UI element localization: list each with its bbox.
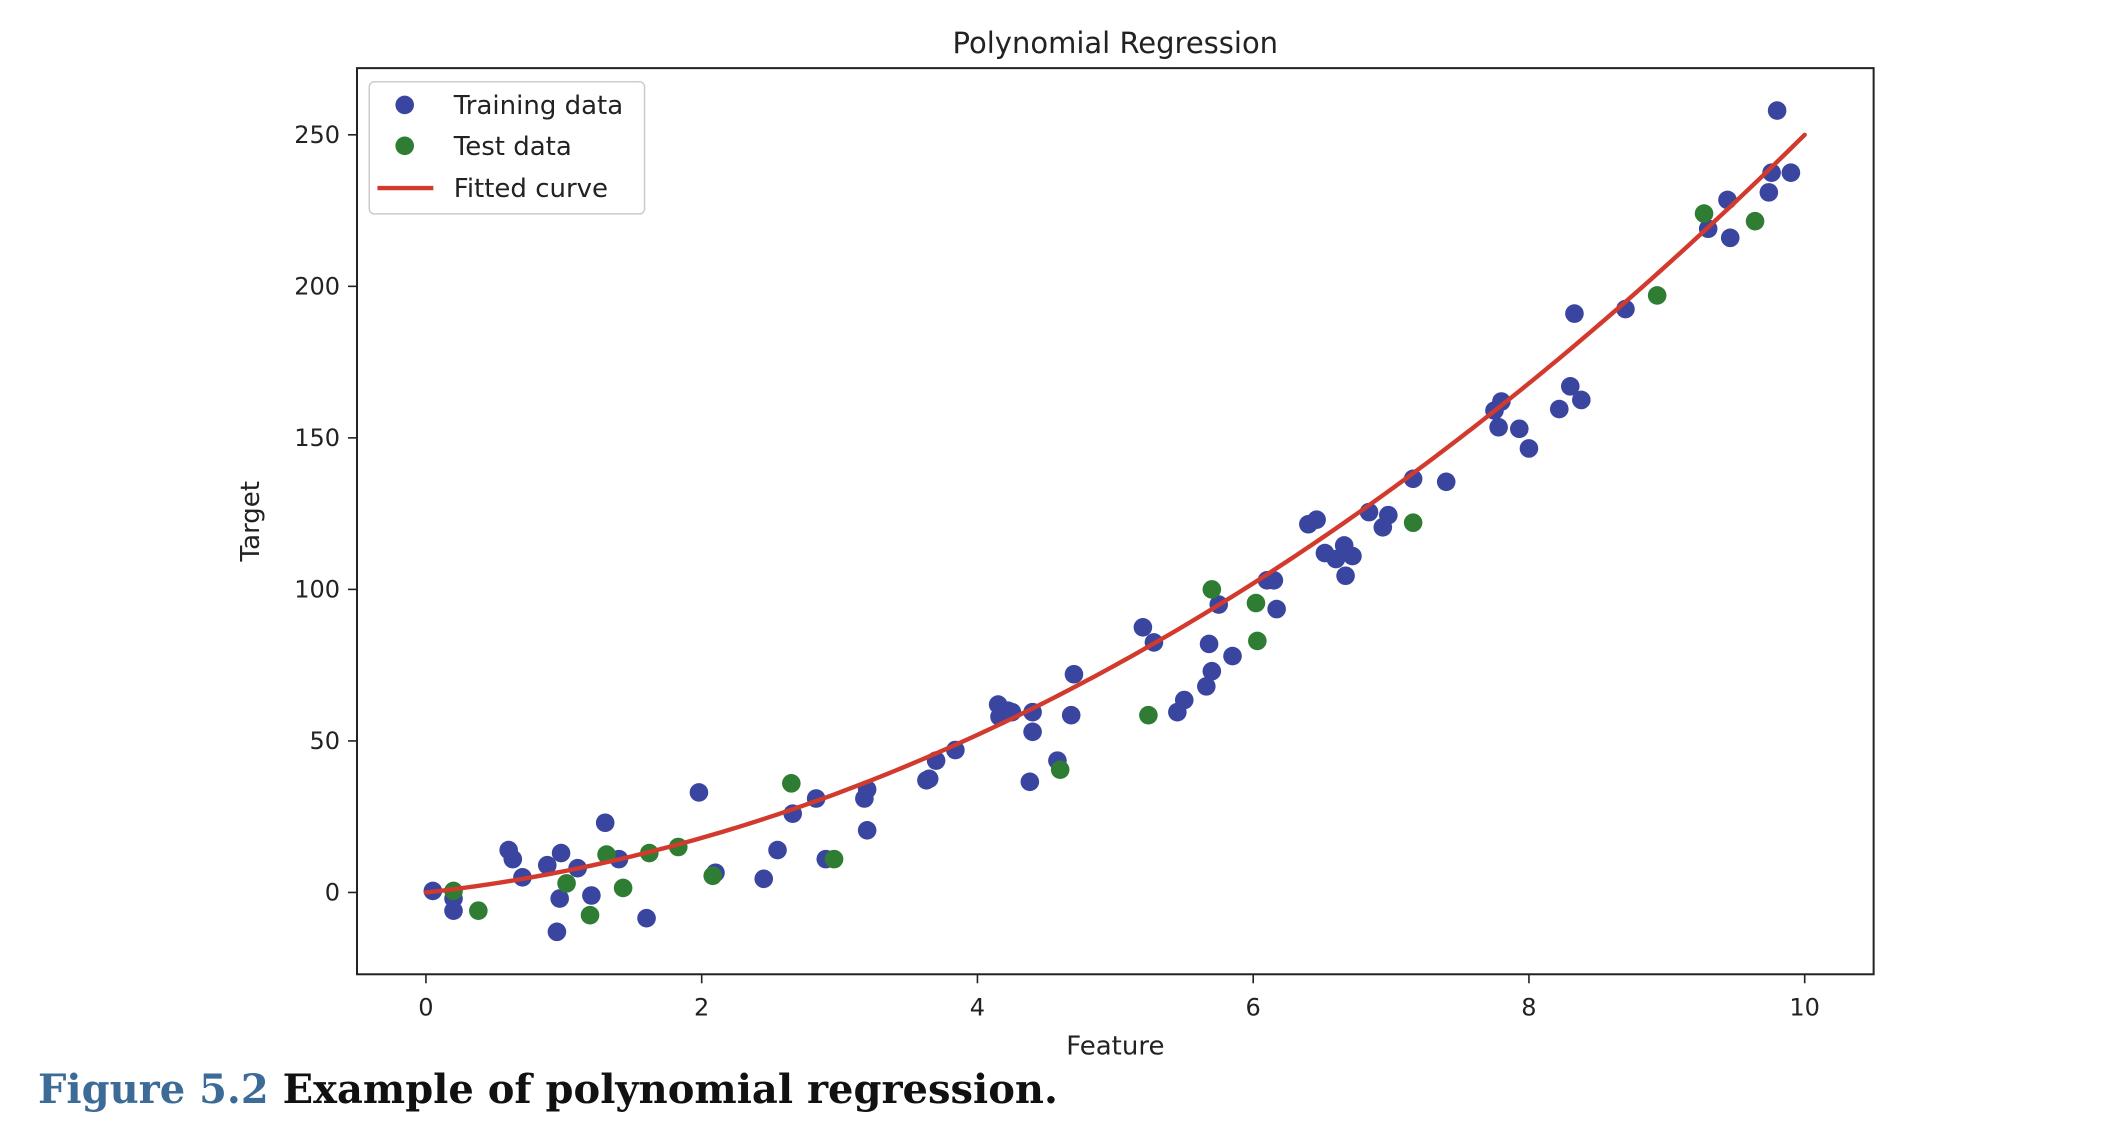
y-tick-label: 200 [294, 272, 340, 300]
y-tick-label: 250 [294, 121, 340, 149]
y-axis: 0 50 100 150 200 250 [294, 121, 358, 906]
x-axis: 0 2 4 6 8 10 [418, 974, 1820, 1021]
training-data-point [1549, 399, 1569, 419]
training-data-point [919, 769, 939, 789]
y-tick-label: 100 [294, 575, 340, 603]
training-data-point [1720, 228, 1740, 248]
test-data-point [1246, 593, 1266, 613]
training-data-point [550, 889, 569, 908]
legend-test-data-label: Test data [453, 132, 572, 162]
test-data-point [703, 866, 723, 886]
plot-frame [356, 67, 1875, 976]
test-data-point [782, 774, 801, 793]
training-data-point [637, 908, 656, 928]
test-data-point [1694, 204, 1714, 223]
training-data-point [1336, 566, 1355, 586]
training-data-point [754, 869, 774, 889]
training-data-point [1561, 377, 1580, 396]
training-data-point [503, 849, 523, 869]
training-data-point [582, 886, 601, 905]
legend-fitted-curve-label: Fitted curve [454, 174, 608, 204]
test-data-point [613, 878, 633, 898]
y-tick-label: 150 [294, 424, 340, 452]
test-data-point [580, 905, 600, 925]
test-data-point [1050, 760, 1070, 780]
x-tick-label: 10 [1789, 993, 1820, 1021]
training-data-point [1023, 722, 1042, 742]
test-data-point [469, 901, 488, 920]
test-data-point [557, 874, 576, 893]
training-data-point [1197, 677, 1216, 696]
x-axis-label: Feature [1066, 1032, 1164, 1062]
fitted-curve-line [423, 132, 1807, 895]
test-data-point [1647, 286, 1667, 305]
legend-test-data-marker [395, 136, 415, 156]
training-data-point [1379, 505, 1398, 525]
training-data-point [551, 843, 571, 863]
figure-caption-text: Example of polynomial regression. [282, 1066, 1058, 1113]
plot-marks [423, 101, 1807, 942]
training-data-point [1436, 472, 1456, 492]
figure-caption: Figure 5.2 Example of polynomial regress… [38, 1066, 1058, 1113]
test-data-point [1202, 580, 1222, 599]
y-tick-label: 50 [309, 727, 340, 755]
x-tick-label: 0 [418, 993, 433, 1021]
test-data-point [1403, 513, 1423, 533]
training-data-point [1326, 549, 1346, 569]
training-data-point [537, 855, 557, 875]
training-data-point [444, 901, 463, 920]
training-data-point [1202, 661, 1222, 681]
training-data-point [1064, 664, 1084, 684]
training-data-point [1020, 772, 1040, 792]
training-data-point [1762, 163, 1781, 182]
figure-number: Figure 5.2 [38, 1066, 269, 1113]
x-tick-label: 6 [1246, 993, 1261, 1021]
y-tick-label: 0 [325, 878, 340, 906]
x-tick-label: 4 [970, 993, 985, 1021]
y-axis-label: Target [236, 481, 266, 562]
training-data-point [1343, 546, 1362, 566]
training-data-point [1509, 419, 1529, 439]
training-data-point [1199, 634, 1219, 654]
test-data-point [1745, 211, 1765, 231]
training-data-point [1267, 599, 1286, 619]
training-data-point [1759, 183, 1779, 202]
training-data-point [1489, 417, 1508, 437]
training-data-point [1174, 690, 1194, 710]
training-data-point [1767, 101, 1787, 120]
training-data-point [1133, 617, 1153, 637]
x-tick-label: 8 [1521, 993, 1536, 1021]
legend-box [368, 81, 646, 215]
training-data-point [1307, 510, 1326, 529]
legend-training-data-label: Training data [453, 91, 623, 121]
training-data-point [1061, 705, 1081, 725]
training-data-point [1519, 439, 1539, 458]
x-tick-label: 2 [694, 993, 709, 1021]
legend-training-data-marker [395, 95, 415, 115]
training-data-point [689, 783, 709, 802]
training-data-point [768, 840, 787, 860]
training-data-point [1223, 646, 1242, 666]
chart-title: Polynomial Regression [953, 26, 1279, 60]
legend: Training data Test data Fitted curve [368, 81, 646, 215]
training-data-point [1492, 392, 1511, 411]
training-data-point [595, 813, 615, 833]
training-data-point [547, 922, 567, 942]
training-data-point [1572, 390, 1591, 410]
training-data-point [1565, 304, 1584, 323]
training-data-point [1781, 163, 1801, 182]
polynomial-regression-chart: Polynomial Regression 0 2 4 6 8 10 0 50 100 150 2… [236, 26, 1875, 1062]
training-data-point [857, 821, 877, 840]
test-data-point [824, 849, 844, 869]
test-data-point [1248, 631, 1267, 651]
test-data-point [1139, 705, 1158, 725]
